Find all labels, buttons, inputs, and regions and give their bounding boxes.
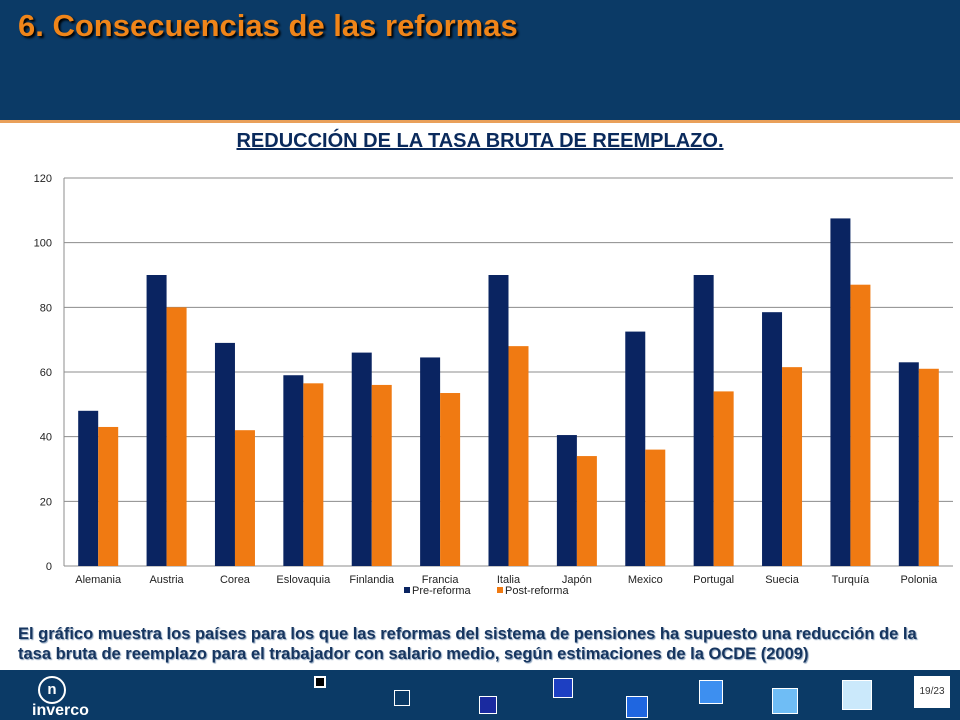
legend-swatch bbox=[497, 587, 503, 593]
x-tick-label: Austria bbox=[149, 574, 184, 586]
bar-pre bbox=[762, 312, 783, 566]
y-tick-label: 40 bbox=[40, 432, 52, 444]
bar-pre bbox=[420, 357, 441, 566]
legend-label: Post-reforma bbox=[505, 585, 569, 597]
x-tick-label: Eslovaquia bbox=[276, 574, 331, 586]
bar-pre bbox=[830, 218, 851, 566]
bar-pre bbox=[898, 362, 919, 566]
x-tick-label: Japón bbox=[562, 574, 592, 586]
y-tick-label: 100 bbox=[34, 238, 52, 250]
bar-post bbox=[98, 426, 119, 566]
x-tick-label: Alemania bbox=[75, 574, 122, 586]
bar-post bbox=[576, 456, 597, 566]
bar-pre bbox=[488, 275, 509, 566]
bar-chart: 0 20 40 60 80 100 120 Alemania Austria Corea Eslov… bbox=[34, 173, 953, 597]
page-number: 19/23 bbox=[914, 676, 950, 708]
x-tick-label: Corea bbox=[220, 574, 251, 586]
header-divider bbox=[0, 120, 960, 123]
inverco-logo: n inverco bbox=[32, 674, 102, 720]
decorative-square bbox=[772, 688, 798, 714]
chart-title: REDUCCIÓN DE LA TASA BRUTA DE REEMPLAZO. bbox=[236, 130, 724, 152]
x-tick-label: Portugal bbox=[693, 574, 734, 586]
x-tick-label: Mexico bbox=[628, 574, 663, 586]
x-tick-label: Polonia bbox=[900, 574, 938, 586]
bar-post bbox=[782, 367, 803, 566]
y-tick-label: 60 bbox=[40, 367, 52, 379]
header-bar bbox=[0, 0, 960, 120]
bar-pre bbox=[625, 331, 646, 566]
x-tick-label: Turquía bbox=[832, 574, 870, 586]
decorative-square bbox=[394, 690, 410, 706]
decorative-square bbox=[842, 680, 872, 710]
bar-pre bbox=[283, 375, 304, 566]
bar-post bbox=[440, 393, 461, 566]
bar-post bbox=[645, 449, 666, 566]
x-tick-label: Francia bbox=[422, 574, 460, 586]
slide-title: 6. Consecuencias de las reformas bbox=[18, 8, 518, 43]
y-tick-label: 80 bbox=[40, 302, 52, 314]
logo-mark-icon: n bbox=[38, 676, 66, 704]
bar-pre bbox=[556, 435, 577, 566]
bar-pre bbox=[146, 275, 167, 566]
decorative-square bbox=[553, 678, 573, 698]
decorative-square bbox=[699, 680, 723, 704]
caption-text: El gráfico muestra los países para los q… bbox=[18, 625, 917, 663]
bar-pre bbox=[78, 410, 99, 566]
y-tick-label: 20 bbox=[40, 496, 52, 508]
bar-post bbox=[508, 346, 529, 566]
bar-pre bbox=[693, 275, 714, 566]
bar-post bbox=[166, 307, 187, 566]
bar-post bbox=[234, 430, 255, 566]
bar-post bbox=[303, 383, 324, 566]
logo-text: inverco bbox=[32, 702, 89, 719]
decorative-square bbox=[479, 696, 497, 714]
legend-label: Pre-reforma bbox=[412, 585, 472, 597]
x-tick-label: Finlandia bbox=[349, 574, 395, 586]
bar-post bbox=[371, 384, 392, 566]
y-tick-label: 0 bbox=[46, 561, 52, 573]
bar-post bbox=[918, 368, 939, 566]
bar-pre bbox=[214, 342, 235, 566]
bar-post bbox=[850, 284, 871, 566]
x-tick-label: Italia bbox=[497, 574, 521, 586]
decorative-square bbox=[626, 696, 648, 718]
legend-swatch bbox=[404, 587, 410, 593]
bar-post bbox=[713, 391, 734, 566]
x-tick-label: Suecia bbox=[765, 574, 800, 586]
bar-pre bbox=[351, 352, 372, 566]
decorative-square bbox=[314, 676, 326, 688]
y-tick-label: 120 bbox=[34, 173, 52, 185]
